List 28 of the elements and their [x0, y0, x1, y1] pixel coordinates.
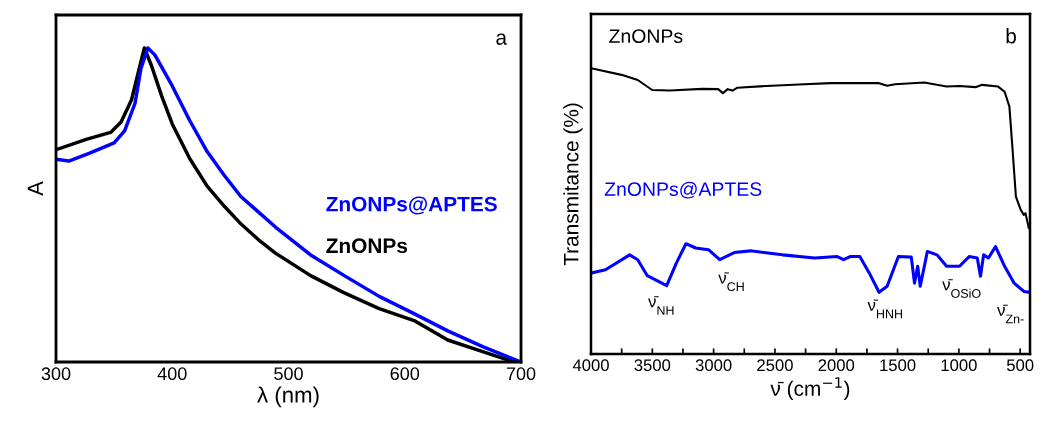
text: a [496, 33, 508, 45]
y-axis-title: Transmitance (%) [563, 103, 583, 266]
x-tick-label: 600 [390, 367, 420, 381]
text: ZnONPs@APTES [604, 181, 762, 199]
x-tick-label: 1500 [880, 359, 916, 372]
x-tick-label: 3500 [634, 359, 671, 372]
x-tick-label: 400 [157, 367, 187, 381]
x-tick-label: 4000 [572, 359, 609, 372]
series-label: ZnONPs [326, 238, 408, 254]
annotation: ν̄NH [648, 296, 674, 315]
x-tick-label: 500 [274, 367, 303, 381]
x-tick-label: 2000 [818, 359, 855, 372]
annotation: ν̄Zn- [997, 304, 1024, 324]
annotation: ν̄OSiO [942, 279, 981, 298]
text: b [1006, 28, 1016, 44]
x-tick-label: 1000 [941, 359, 977, 372]
series-label: ZnONPs [609, 29, 683, 44]
x-axis-title: ν̄ (cm$^{−1}$) [770, 377, 850, 401]
x-tick-label: 2500 [757, 359, 793, 372]
annotation: ν̄CH [718, 272, 744, 292]
x-tick-label: 3000 [695, 359, 732, 372]
x-tick-label: 700 [506, 367, 536, 381]
x-tick-label: 300 [41, 367, 71, 381]
x-axis-title: λ (nm) [257, 386, 319, 408]
y-axis-title: A [27, 181, 44, 196]
annotation: ν̄HNH [867, 299, 903, 319]
x-tick-label: 500 [1006, 359, 1034, 372]
series-label: ZnONPs@APTES [326, 196, 497, 215]
